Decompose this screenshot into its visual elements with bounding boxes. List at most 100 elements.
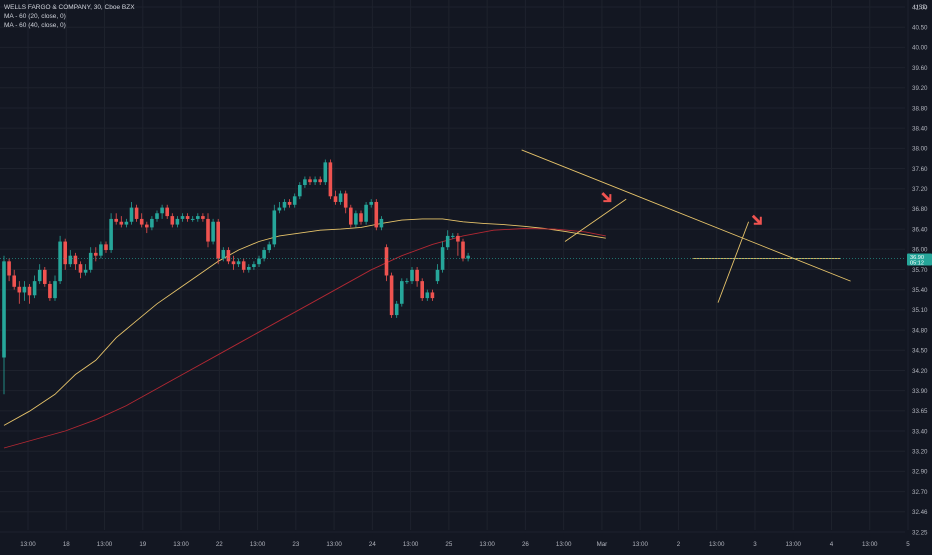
- trendline[interactable]: [717, 221, 750, 303]
- candle[interactable]: [313, 176, 317, 185]
- candle[interactable]: [292, 193, 297, 208]
- candle[interactable]: [73, 252, 78, 270]
- candle[interactable]: [247, 264, 251, 273]
- candle[interactable]: [68, 250, 73, 267]
- candle[interactable]: [99, 241, 103, 259]
- candle[interactable]: [221, 247, 226, 262]
- candle[interactable]: [425, 289, 430, 301]
- candle[interactable]: [410, 267, 414, 284]
- candle[interactable]: [262, 247, 266, 262]
- candle[interactable]: [22, 281, 27, 301]
- candle[interactable]: [333, 190, 338, 205]
- candle[interactable]: [282, 199, 287, 211]
- candle[interactable]: [374, 199, 379, 231]
- candle[interactable]: [343, 190, 348, 214]
- candle[interactable]: [231, 255, 236, 270]
- candle[interactable]: [43, 267, 47, 287]
- candle[interactable]: [267, 241, 271, 253]
- candle[interactable]: [185, 213, 190, 222]
- candle[interactable]: [2, 255, 6, 395]
- candle-body: [354, 213, 358, 225]
- candle[interactable]: [445, 230, 450, 251]
- candle[interactable]: [139, 213, 144, 228]
- candle[interactable]: [104, 241, 108, 253]
- candle[interactable]: [53, 275, 57, 301]
- candle[interactable]: [165, 204, 169, 219]
- candle[interactable]: [114, 213, 118, 225]
- candle[interactable]: [308, 176, 312, 185]
- candle[interactable]: [236, 258, 241, 267]
- candle[interactable]: [190, 216, 195, 222]
- candle-body: [119, 221, 124, 225]
- candle[interactable]: [155, 210, 159, 222]
- candle[interactable]: [150, 216, 154, 231]
- trendline[interactable]: [564, 198, 627, 242]
- candle[interactable]: [241, 258, 246, 273]
- candle[interactable]: [466, 252, 470, 262]
- candle[interactable]: [160, 204, 164, 219]
- candle[interactable]: [37, 264, 42, 284]
- candle[interactable]: [400, 278, 404, 307]
- candle[interactable]: [17, 281, 22, 304]
- candle[interactable]: [354, 210, 358, 228]
- candle[interactable]: [318, 176, 322, 185]
- candle[interactable]: [129, 201, 134, 225]
- trendline[interactable]: [521, 149, 851, 282]
- candle[interactable]: [58, 235, 62, 284]
- candle[interactable]: [180, 213, 185, 222]
- candle[interactable]: [298, 182, 302, 200]
- candle[interactable]: [456, 233, 460, 256]
- candle[interactable]: [420, 278, 424, 301]
- candle[interactable]: [349, 204, 353, 228]
- candle[interactable]: [83, 264, 88, 276]
- candle[interactable]: [109, 213, 113, 253]
- candle[interactable]: [211, 218, 215, 245]
- candle[interactable]: [201, 213, 205, 222]
- candle[interactable]: [94, 247, 98, 262]
- candle[interactable]: [277, 201, 282, 214]
- candle[interactable]: [364, 201, 368, 225]
- candle[interactable]: [7, 258, 11, 282]
- candle[interactable]: [12, 269, 16, 290]
- candle[interactable]: [170, 213, 175, 228]
- candle[interactable]: [451, 233, 455, 239]
- candle[interactable]: [323, 159, 328, 185]
- candle[interactable]: [461, 238, 465, 262]
- candle[interactable]: [328, 159, 333, 200]
- candle[interactable]: [435, 264, 440, 284]
- candle[interactable]: [440, 241, 445, 273]
- candle[interactable]: [384, 244, 389, 282]
- candle[interactable]: [287, 199, 292, 208]
- candle[interactable]: [134, 204, 139, 222]
- candle[interactable]: [338, 190, 343, 205]
- candle[interactable]: [359, 210, 363, 225]
- candle[interactable]: [394, 300, 399, 318]
- candle[interactable]: [389, 272, 394, 318]
- candle[interactable]: [405, 278, 409, 284]
- candle[interactable]: [206, 213, 210, 248]
- x-tick-label: 22: [216, 541, 223, 548]
- candle[interactable]: [303, 176, 307, 188]
- candle[interactable]: [88, 247, 93, 273]
- candle[interactable]: [63, 238, 67, 270]
- candle[interactable]: [379, 216, 384, 231]
- candle[interactable]: [119, 216, 124, 228]
- candle[interactable]: [257, 255, 261, 267]
- candle[interactable]: [252, 261, 256, 270]
- candle[interactable]: [27, 283, 32, 304]
- candle[interactable]: [175, 216, 180, 228]
- candle[interactable]: [415, 267, 419, 287]
- candle[interactable]: [145, 221, 149, 234]
- candle[interactable]: [48, 281, 52, 301]
- candle[interactable]: [226, 247, 231, 265]
- candle[interactable]: [124, 218, 129, 228]
- candle[interactable]: [272, 204, 277, 248]
- candle[interactable]: [430, 289, 435, 301]
- candle[interactable]: [216, 218, 220, 265]
- candle[interactable]: [196, 213, 200, 222]
- candle[interactable]: [78, 261, 83, 279]
- candle[interactable]: [369, 199, 373, 208]
- candle[interactable]: [32, 275, 37, 299]
